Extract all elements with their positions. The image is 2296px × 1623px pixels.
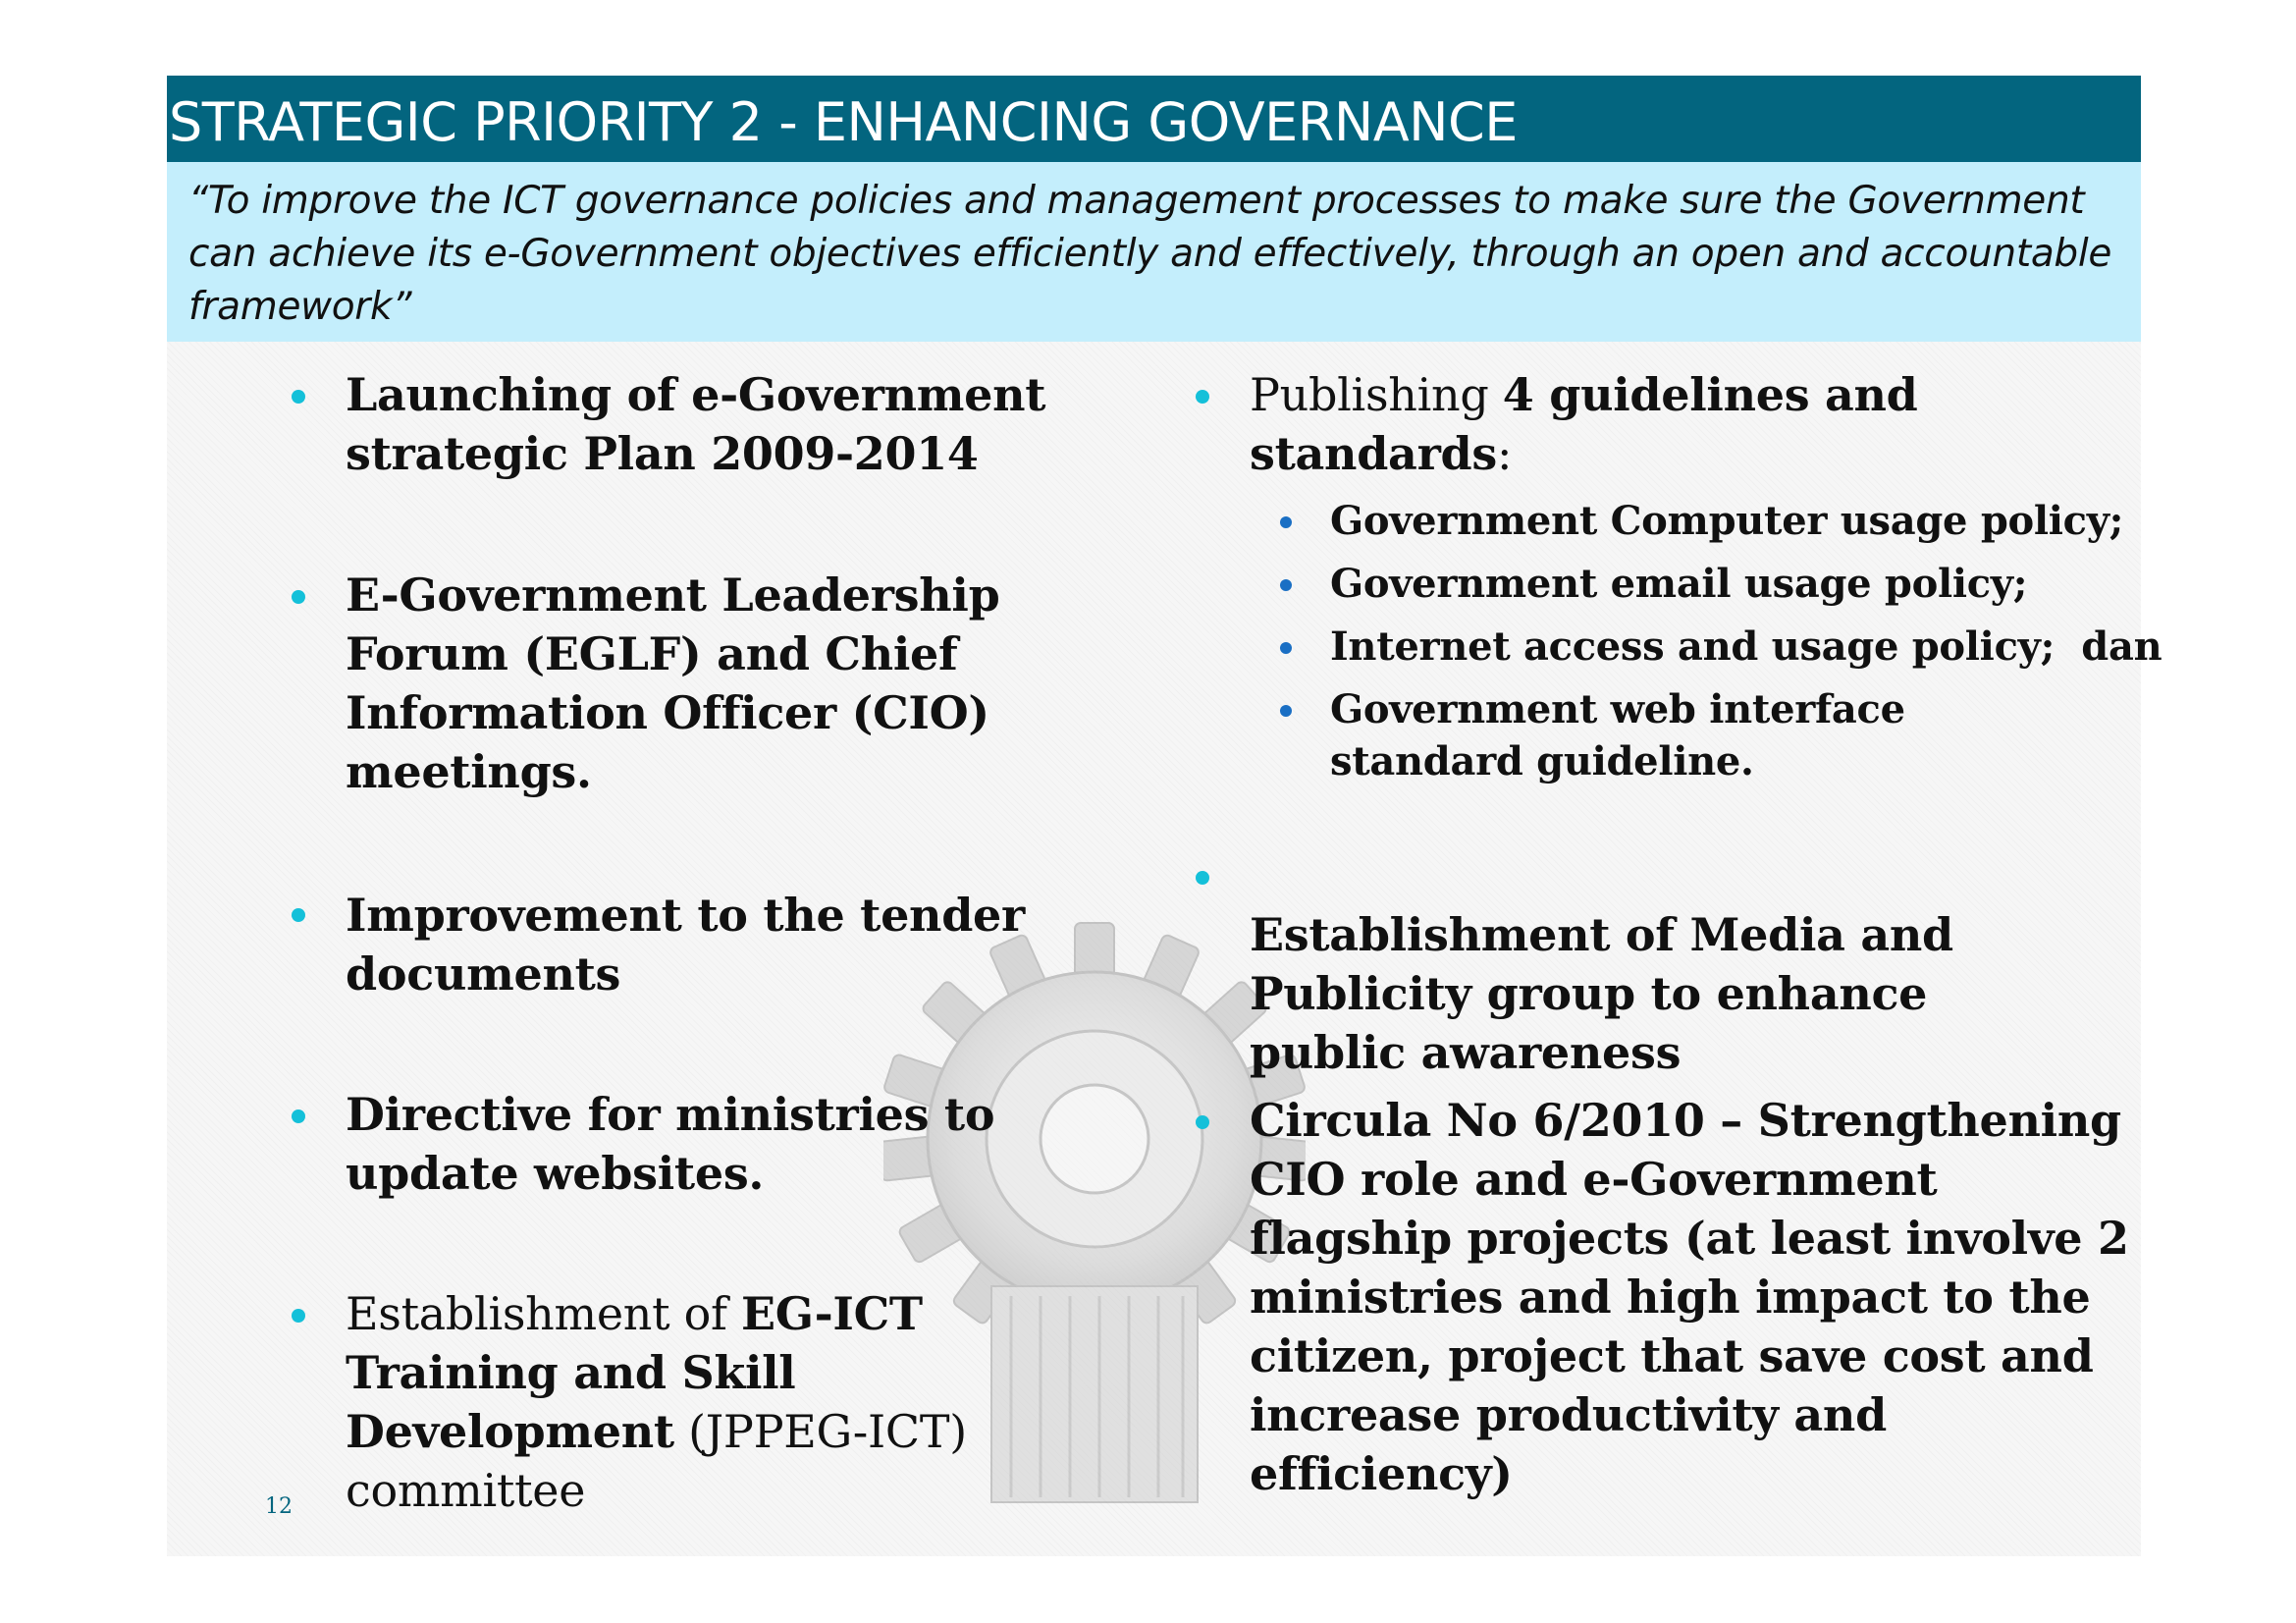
page-number: 12 bbox=[265, 1494, 293, 1519]
training-text-bold: EG-ICT Training and Skill Development bbox=[346, 1287, 923, 1458]
bullet-directive-websites: Directive for ministries to update websi… bbox=[346, 1088, 995, 1200]
sub-bullet-icon bbox=[1280, 705, 1292, 717]
publishing-text-start: Publishing bbox=[1250, 368, 1503, 421]
bullet-icon bbox=[292, 908, 305, 922]
sub-item-email-usage-policy: Government email usage policy; bbox=[1330, 561, 2028, 607]
sub-bullet-icon bbox=[1280, 516, 1292, 528]
slide-title: STRATEGIC PRIORITY 2 - ENHANCING GOVERNA… bbox=[169, 91, 1518, 153]
bullet-launching-strategic-plan: Launching of e-Government strategic Plan… bbox=[346, 368, 1046, 480]
sub-item-web-interface-standard: Government web interface standard guidel… bbox=[1330, 686, 1905, 784]
sub-item-internet-access-policy: Internet access and usage policy; dan bbox=[1330, 623, 2163, 670]
training-text-start: Establishment of bbox=[346, 1287, 742, 1340]
bullet-circula-cio-role: Circula No 6/2010 – Strengthening CIO ro… bbox=[1250, 1094, 2129, 1500]
bullet-tender-documents: Improvement to the tender documents bbox=[346, 889, 1025, 1001]
bullet-eglf-cio-meetings: E-Government Leadership Forum (EGLF) and… bbox=[346, 568, 1000, 798]
bullet-icon bbox=[1196, 1115, 1209, 1129]
training-text-end: (JPPEG-ICT) committee bbox=[346, 1405, 967, 1517]
sub-bullet-icon bbox=[1280, 642, 1292, 654]
mission-quote: “To improve the ICT governance policies … bbox=[188, 179, 2112, 329]
bullet-icon bbox=[292, 590, 305, 604]
bullet-publishing-guidelines: Publishing 4 guidelines and standards: bbox=[1250, 365, 1937, 483]
bullet-icon bbox=[292, 1309, 305, 1323]
publishing-text-bold: 4 guidelines and standards bbox=[1250, 368, 1918, 480]
bullet-icon bbox=[292, 1109, 305, 1123]
bullet-eg-ict-training: Establishment of EG-ICT Training and Ski… bbox=[346, 1284, 1111, 1520]
bullet-icon bbox=[1196, 390, 1209, 404]
bullet-icon bbox=[292, 390, 305, 404]
sub-bullet-icon bbox=[1280, 579, 1292, 591]
gear-illustration bbox=[883, 922, 1306, 1503]
publishing-text-end: : bbox=[1496, 427, 1513, 480]
quote-box bbox=[167, 162, 2141, 342]
title-bar bbox=[167, 76, 2141, 162]
bullet-media-publicity-group: Establishment of Media and Publicity gro… bbox=[1250, 908, 1953, 1079]
bullet-icon bbox=[1196, 871, 1209, 885]
sub-item-computer-usage-policy: Government Computer usage policy; bbox=[1330, 498, 2124, 544]
